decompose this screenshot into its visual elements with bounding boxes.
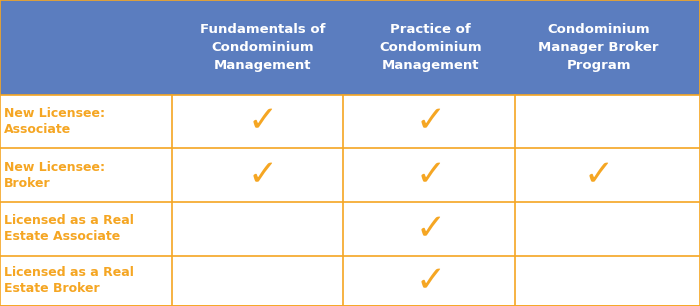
Text: ✓: ✓ [415, 264, 446, 298]
Bar [0, 202, 700, 256]
Text: New Licensee:
Broker: New Licensee: Broker [4, 161, 104, 190]
Text: Licensed as a Real
Estate Broker: Licensed as a Real Estate Broker [4, 266, 134, 295]
Text: ✓: ✓ [583, 158, 614, 192]
Text: Licensed as a Real
Estate Associate: Licensed as a Real Estate Associate [4, 214, 134, 243]
Text: Practice of
Condominium
Management: Practice of Condominium Management [379, 23, 482, 72]
Bar [0, 0, 700, 95]
Text: ✓: ✓ [415, 158, 446, 192]
Text: Condominium
Manager Broker
Program: Condominium Manager Broker Program [538, 23, 659, 72]
Text: New Licensee:
Associate: New Licensee: Associate [4, 107, 104, 136]
Bar [0, 256, 700, 306]
Bar [0, 148, 700, 202]
Text: ✓: ✓ [415, 105, 446, 139]
Text: Fundamentals of
Condominium
Management: Fundamentals of Condominium Management [199, 23, 326, 72]
Bar [0, 95, 700, 148]
Text: ✓: ✓ [415, 212, 446, 246]
Text: ✓: ✓ [247, 158, 278, 192]
Text: ✓: ✓ [247, 105, 278, 139]
